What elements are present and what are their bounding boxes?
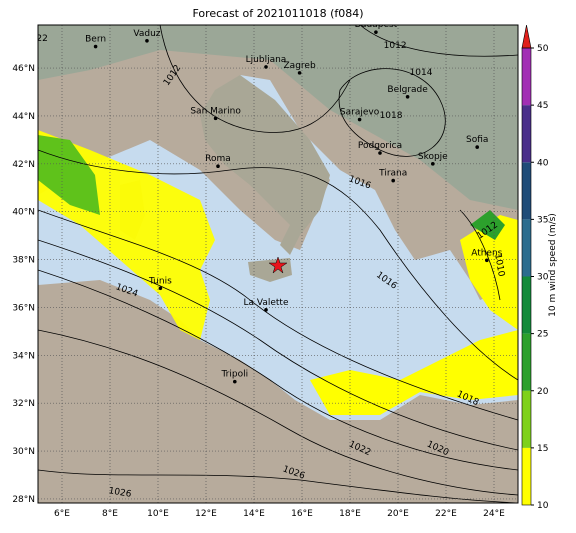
colorbar-segment bbox=[522, 219, 531, 277]
wind-zone bbox=[460, 215, 518, 330]
city-dot bbox=[405, 95, 410, 99]
colorbar-tick-label: 30 bbox=[537, 273, 549, 283]
isobar-label: 1026 bbox=[108, 486, 133, 500]
city-dot bbox=[297, 71, 302, 75]
colorbar-segment bbox=[522, 105, 531, 163]
colorbar-tick-label: 25 bbox=[537, 330, 548, 340]
city-dot bbox=[374, 30, 378, 34]
city-dot bbox=[378, 151, 382, 155]
city-label: Bern bbox=[85, 35, 106, 45]
lon-tick-label: 10°E bbox=[147, 509, 169, 519]
city-label: Sofia bbox=[466, 135, 488, 145]
colorbar-tick-label: 35 bbox=[537, 215, 548, 225]
city-label: Roma bbox=[205, 154, 231, 164]
city-label: Sarajevo bbox=[340, 108, 380, 118]
colorbar-tick-label: 40 bbox=[537, 158, 549, 168]
wind-zone bbox=[470, 210, 505, 240]
city-dot bbox=[485, 258, 489, 263]
lon-tick-label: 22°E bbox=[435, 509, 457, 519]
city-dot bbox=[391, 178, 396, 183]
lon-tick-label: 16°E bbox=[291, 509, 313, 519]
colorbar-tick-label: 20 bbox=[537, 387, 549, 397]
lon-tick-label: 14°E bbox=[243, 509, 265, 519]
sea bbox=[38, 75, 518, 420]
city-dot bbox=[431, 162, 435, 166]
colorbar-tick-label: 15 bbox=[537, 444, 548, 454]
isobar-label: 1012 bbox=[384, 41, 407, 51]
city-dot bbox=[216, 164, 220, 169]
lat-tick-label: 32°N bbox=[12, 399, 35, 409]
city-dot bbox=[93, 44, 98, 49]
lon-tick-label: 20°E bbox=[387, 509, 409, 519]
isobar-label: 1018 bbox=[380, 111, 403, 121]
city-label: Tripoli bbox=[220, 370, 248, 380]
location-star bbox=[268, 256, 288, 274]
lon-tick-label: 18°E bbox=[339, 509, 361, 519]
colorbar-segment bbox=[522, 447, 531, 505]
city-dot bbox=[264, 308, 268, 312]
lat-tick-label: 42°N bbox=[12, 160, 35, 170]
city-dot bbox=[264, 65, 268, 69]
lat-tick-label: 36°N bbox=[12, 303, 35, 313]
city-label: Zagreb bbox=[284, 61, 316, 71]
city-dot bbox=[158, 286, 163, 291]
city-dot bbox=[145, 38, 149, 43]
city-label: Tunis bbox=[148, 276, 172, 286]
wind-zone bbox=[310, 330, 518, 415]
city-label: San Marino bbox=[190, 106, 241, 116]
lon-tick-label: 24°E bbox=[483, 509, 505, 519]
lat-tick-label: 46°N bbox=[12, 64, 35, 74]
italy bbox=[200, 75, 330, 255]
city-label: Ljubljana bbox=[246, 55, 287, 65]
city-dot bbox=[475, 145, 480, 149]
city-label: Vaduz bbox=[133, 29, 160, 39]
lat-tick-label: 28°N bbox=[12, 495, 35, 505]
colorbar-extend bbox=[521, 24, 532, 49]
colorbar-segment bbox=[522, 390, 531, 448]
colorbar-tick-label: 45 bbox=[537, 101, 548, 111]
isobar-label: 1010 bbox=[492, 253, 506, 278]
city-dot bbox=[233, 379, 237, 384]
colorbar-segment bbox=[522, 48, 531, 106]
wind-zone bbox=[38, 135, 100, 215]
lon-tick-label: 6°E bbox=[54, 509, 70, 519]
colorbar-tick-label: 10 bbox=[537, 501, 549, 511]
city-label: Belgrade bbox=[387, 85, 428, 95]
city-label: Tirana bbox=[378, 169, 407, 179]
colorbar-label: 10 m wind speed (m/s) bbox=[548, 213, 558, 317]
map-title: Forecast of 2021011018 (f084) bbox=[192, 7, 363, 20]
lon-tick-label: 12°E bbox=[195, 509, 217, 519]
lat-tick-label: 38°N bbox=[12, 256, 35, 266]
city-dot bbox=[213, 116, 218, 121]
lat-tick-label: 44°N bbox=[12, 112, 35, 122]
colorbar-segment bbox=[522, 333, 531, 391]
isobar-label: 1014 bbox=[410, 68, 433, 78]
city-dot bbox=[357, 117, 362, 122]
isobar-label: 22 bbox=[36, 34, 47, 44]
colorbar-segment bbox=[522, 276, 531, 334]
city-label: Budapest bbox=[355, 20, 398, 30]
map-area: 1012101410121018101610161012101010241018… bbox=[36, 20, 518, 503]
colorbar-segment bbox=[522, 162, 531, 220]
lat-tick-label: 40°N bbox=[12, 208, 35, 218]
city-label: La Valette bbox=[244, 298, 289, 308]
lat-tick-label: 34°N bbox=[12, 351, 35, 361]
lon-tick-label: 8°E bbox=[102, 509, 118, 519]
lat-tick-label: 30°N bbox=[12, 447, 35, 457]
map-frame bbox=[37, 24, 519, 504]
city-label: Podgorica bbox=[358, 141, 402, 151]
city-label: Athens bbox=[471, 248, 502, 258]
colorbar-tick-label: 50 bbox=[537, 44, 549, 54]
mountains bbox=[38, 25, 518, 210]
city-label: Skopje bbox=[418, 152, 448, 162]
